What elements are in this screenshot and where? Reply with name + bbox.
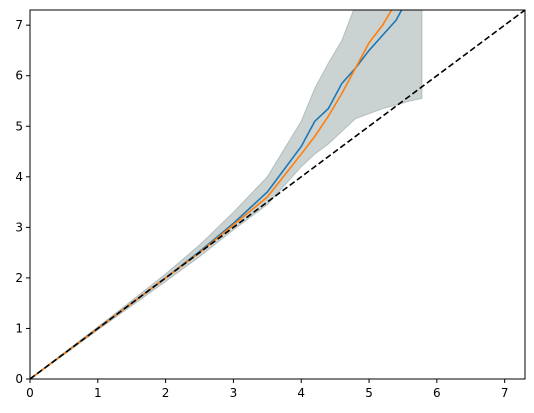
x-tick-label: 1 — [94, 386, 102, 400]
x-tick-label: 5 — [365, 386, 373, 400]
y-tick-label: 0 — [15, 372, 23, 386]
y-tick-label: 5 — [15, 119, 23, 133]
x-tick-label: 0 — [26, 386, 34, 400]
plot-area — [30, 10, 525, 379]
x-tick-label: 7 — [501, 386, 509, 400]
x-tick-label: 2 — [162, 386, 170, 400]
y-tick-label: 7 — [15, 18, 23, 32]
confidence-band — [30, 10, 423, 379]
reference-line — [30, 10, 525, 379]
axes-frame — [29, 9, 526, 380]
y-tick-label: 6 — [15, 69, 23, 83]
y-tick-label: 2 — [15, 271, 23, 285]
y-tick-label: 4 — [15, 170, 23, 184]
y-tick-label: 3 — [15, 220, 23, 234]
series-line — [30, 10, 403, 379]
x-tick-label: 4 — [297, 386, 305, 400]
y-tick-label: 1 — [15, 321, 23, 335]
x-tick-label: 6 — [433, 386, 441, 400]
x-tick-label: 3 — [230, 386, 238, 400]
